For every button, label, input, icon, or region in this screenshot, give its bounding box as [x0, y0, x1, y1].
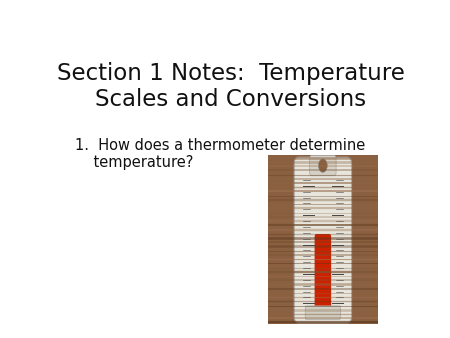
FancyBboxPatch shape [310, 155, 336, 176]
Text: 1.  How does a thermometer determine: 1. How does a thermometer determine [76, 139, 366, 153]
Text: Section 1 Notes:  Temperature: Section 1 Notes: Temperature [57, 62, 405, 84]
Circle shape [319, 159, 327, 172]
FancyBboxPatch shape [315, 234, 331, 314]
Text: Scales and Conversions: Scales and Conversions [95, 88, 366, 111]
FancyBboxPatch shape [294, 157, 351, 323]
Text: temperature?: temperature? [76, 155, 194, 170]
FancyBboxPatch shape [305, 306, 341, 319]
